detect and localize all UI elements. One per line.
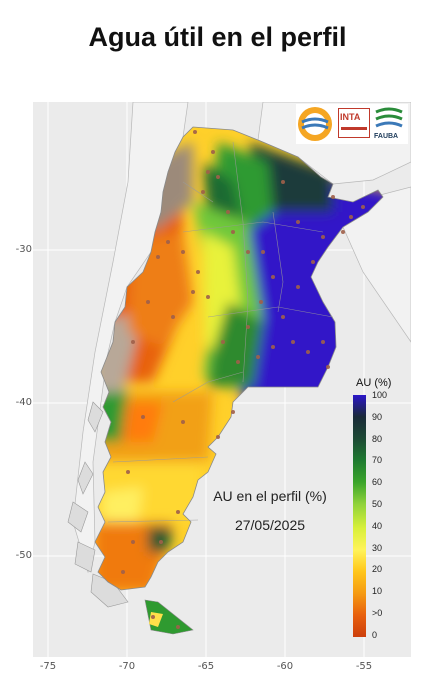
legend-label: 100: [372, 390, 388, 400]
legend-label: 70: [372, 455, 383, 466]
x-tick-label: -75: [39, 661, 57, 672]
argentina-outline: [94, 126, 384, 591]
x-tick-label: -60: [276, 661, 294, 672]
fauba-emblem-icon: [374, 106, 404, 130]
annotation-variable: AU en el perfil (%): [213, 488, 327, 504]
province-boundaries: [107, 141, 334, 523]
legend-label: 90: [372, 411, 383, 422]
fauba-logo: FAUBA: [372, 104, 406, 144]
y-tick-label: -50: [15, 550, 32, 561]
legend-label: 60: [372, 477, 383, 488]
inta-circle-logo-icon: [298, 107, 332, 141]
legend-label: 40: [372, 520, 383, 531]
legend-label: 20: [372, 564, 383, 575]
y-tick-label: -40: [15, 397, 32, 408]
logo-strip: INTA FAUBA: [296, 104, 408, 144]
legend-label: >0: [372, 608, 383, 618]
y-tick-label: -30: [15, 244, 32, 255]
legend-label: 0: [372, 629, 378, 640]
station-points: [121, 130, 365, 629]
legend-title: AU (%): [356, 377, 392, 389]
x-tick-label: -70: [118, 661, 136, 672]
legend-label: 30: [372, 542, 383, 553]
legend-label: 80: [372, 433, 383, 444]
annotation-date: 27/05/2025: [234, 517, 306, 533]
x-tick-label: -65: [197, 661, 215, 672]
chile-coast-islands: [67, 401, 129, 608]
legend-label: 50: [372, 499, 383, 509]
inta-logo: INTA: [338, 108, 370, 138]
x-tick-label: -55: [355, 661, 373, 672]
legend-color-bar: [353, 395, 366, 637]
legend-label: 10: [372, 586, 383, 597]
page-title: Agua útil en el perfil: [88, 22, 347, 52]
